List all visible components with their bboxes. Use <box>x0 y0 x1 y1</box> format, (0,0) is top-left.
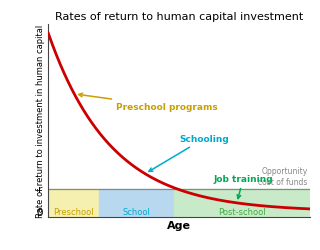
Bar <box>174 190 310 218</box>
Text: Preschool: Preschool <box>53 207 94 216</box>
Text: Job training: Job training <box>213 174 273 199</box>
Bar <box>48 190 99 218</box>
X-axis label: Age: Age <box>167 220 191 230</box>
Text: 0: 0 <box>37 207 43 217</box>
Text: Post-school: Post-school <box>218 207 266 216</box>
Text: Opportunity
cost of funds: Opportunity cost of funds <box>259 166 308 186</box>
Y-axis label: Rate of return to investment in human capital: Rate of return to investment in human ca… <box>36 25 45 218</box>
Text: School: School <box>123 207 150 216</box>
Text: Preschool programs: Preschool programs <box>79 94 218 112</box>
Title: Rates of return to human capital investment: Rates of return to human capital investm… <box>55 12 303 22</box>
Text: r: r <box>38 184 42 194</box>
Text: Schooling: Schooling <box>149 134 229 172</box>
Bar <box>99 190 174 218</box>
